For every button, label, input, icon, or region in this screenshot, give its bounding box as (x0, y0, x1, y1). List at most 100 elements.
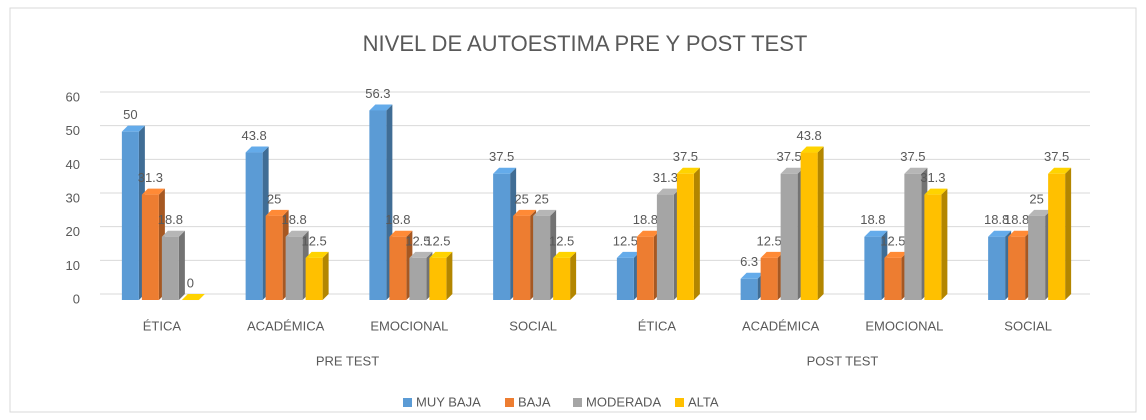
value-label: 43.8 (796, 128, 821, 143)
bar-top (533, 209, 557, 216)
bar-top (800, 146, 824, 153)
bar (760, 257, 778, 300)
legend-label: MUY BAJA (416, 394, 481, 409)
value-label: 18.8 (633, 212, 658, 227)
bar-side (570, 251, 577, 300)
bar-top (409, 251, 433, 258)
value-label: 0 (187, 275, 194, 290)
bar (800, 152, 818, 300)
bar-top (656, 188, 680, 195)
x-tick-label: ACADÉMICA (742, 318, 820, 333)
chart-title: NIVEL DE AUTOESTIMA PRE Y POST TEST (363, 31, 808, 56)
bar-top (493, 167, 517, 174)
bar-top (760, 251, 784, 258)
bar (988, 236, 1006, 300)
bar-top (285, 230, 309, 237)
bar-top (513, 209, 537, 216)
y-tick-label: 40 (66, 157, 80, 172)
bar (924, 194, 942, 300)
bar (141, 194, 159, 300)
value-label: 18.8 (1004, 212, 1029, 227)
x-tick-label: ACADÉMICA (247, 318, 325, 333)
bar-top (265, 209, 289, 216)
bar (636, 236, 654, 300)
x-tick-label: ÉTICA (638, 318, 677, 333)
bar (780, 173, 798, 300)
bar-side (446, 251, 453, 300)
bar (161, 236, 179, 300)
bar-side (941, 188, 948, 300)
bar-top (616, 251, 640, 258)
bar (245, 152, 263, 300)
x-tick-label: SOCIAL (509, 318, 557, 333)
bar (493, 173, 511, 300)
value-label: 43.8 (241, 128, 266, 143)
bar-top (141, 188, 165, 195)
value-label: 25 (534, 191, 548, 206)
bar (1028, 215, 1046, 300)
legend-swatch (675, 398, 684, 407)
bar (656, 194, 674, 300)
value-label: 25 (267, 191, 281, 206)
bar (121, 131, 139, 300)
y-tick-label: 10 (66, 258, 80, 273)
legend-label: BAJA (518, 394, 551, 409)
value-label: 31.3 (653, 170, 678, 185)
bar-top (181, 294, 205, 300)
bar-top (780, 167, 804, 174)
value-label: 18.8 (158, 212, 183, 227)
bar (740, 278, 758, 300)
value-label: 18.8 (984, 212, 1009, 227)
bar (616, 257, 634, 300)
group-label: PRE TEST (316, 353, 379, 368)
bar-side (1065, 167, 1072, 300)
bar-top (740, 272, 764, 279)
value-label: 18.8 (281, 212, 306, 227)
value-label: 56.3 (365, 86, 390, 101)
legend-swatch (573, 398, 582, 407)
bar-top (1048, 167, 1072, 174)
bar (904, 173, 922, 300)
value-label: 12.5 (425, 233, 450, 248)
bar-top (389, 230, 413, 237)
value-label: 37.5 (776, 149, 801, 164)
bar-side (178, 230, 185, 300)
bar (864, 236, 882, 300)
bar (553, 257, 571, 300)
y-tick-label: 0 (73, 291, 80, 306)
x-tick-label: ÉTICA (143, 318, 182, 333)
legend-swatch (505, 398, 514, 407)
bar (1048, 173, 1066, 300)
bar-top (161, 230, 185, 237)
legend-label: MODERADA (586, 394, 661, 409)
value-label: 37.5 (900, 149, 925, 164)
bar-top (884, 251, 908, 258)
value-label: 18.8 (385, 212, 410, 227)
bar (265, 215, 283, 300)
bar (429, 257, 447, 300)
value-label: 12.5 (613, 233, 638, 248)
bar (389, 236, 407, 300)
value-label: 12.5 (301, 233, 326, 248)
value-label: 12.5 (756, 233, 781, 248)
bar (369, 110, 387, 300)
y-tick-label: 30 (66, 190, 80, 205)
value-label: 18.8 (860, 212, 885, 227)
bar (1008, 236, 1026, 300)
value-label: 25 (514, 191, 528, 206)
value-label: 31.3 (920, 170, 945, 185)
bar (409, 257, 427, 300)
bar (285, 236, 303, 300)
bar-side (817, 146, 824, 300)
bar-side (322, 251, 329, 300)
y-tick-label: 60 (66, 89, 80, 104)
legend-label: ALTA (688, 394, 719, 409)
bar-top (121, 125, 145, 132)
bar (676, 173, 694, 300)
bar-top (429, 251, 453, 258)
y-tick-label: 50 (66, 123, 80, 138)
x-tick-label: EMOCIONAL (370, 318, 448, 333)
bar-top (1028, 209, 1052, 216)
bar (305, 257, 323, 300)
